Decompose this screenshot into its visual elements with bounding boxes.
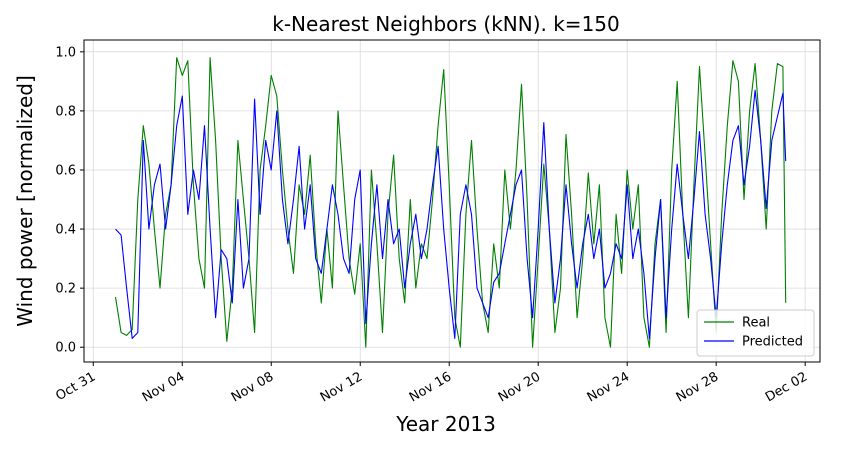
y-tick-label: 0.8 bbox=[55, 104, 76, 119]
y-tick-label: 1.0 bbox=[55, 45, 76, 60]
legend: Real Predicted bbox=[696, 309, 815, 357]
legend-label-real: Real bbox=[742, 316, 770, 331]
series-line-predicted bbox=[115, 89, 787, 339]
plot-frame bbox=[83, 39, 821, 363]
y-axis-label: Wind power [normalized] bbox=[13, 75, 37, 327]
series-line-real bbox=[114, 57, 787, 348]
y-tick-label: 0.6 bbox=[55, 163, 76, 178]
y-axis: 0.0 0.2 0.4 0.6 0.8 1.0 bbox=[55, 45, 84, 356]
y-tick-label: 0.0 bbox=[55, 341, 76, 356]
y-tick-label: 0.2 bbox=[55, 282, 76, 297]
series-layer bbox=[114, 57, 787, 348]
x-axis-label: Year 2013 bbox=[395, 412, 496, 436]
y-tick-label: 0.4 bbox=[55, 223, 76, 238]
legend-label-predicted: Predicted bbox=[742, 335, 803, 350]
chart-title: k-Nearest Neighbors (kNN). k=150 bbox=[272, 12, 620, 36]
